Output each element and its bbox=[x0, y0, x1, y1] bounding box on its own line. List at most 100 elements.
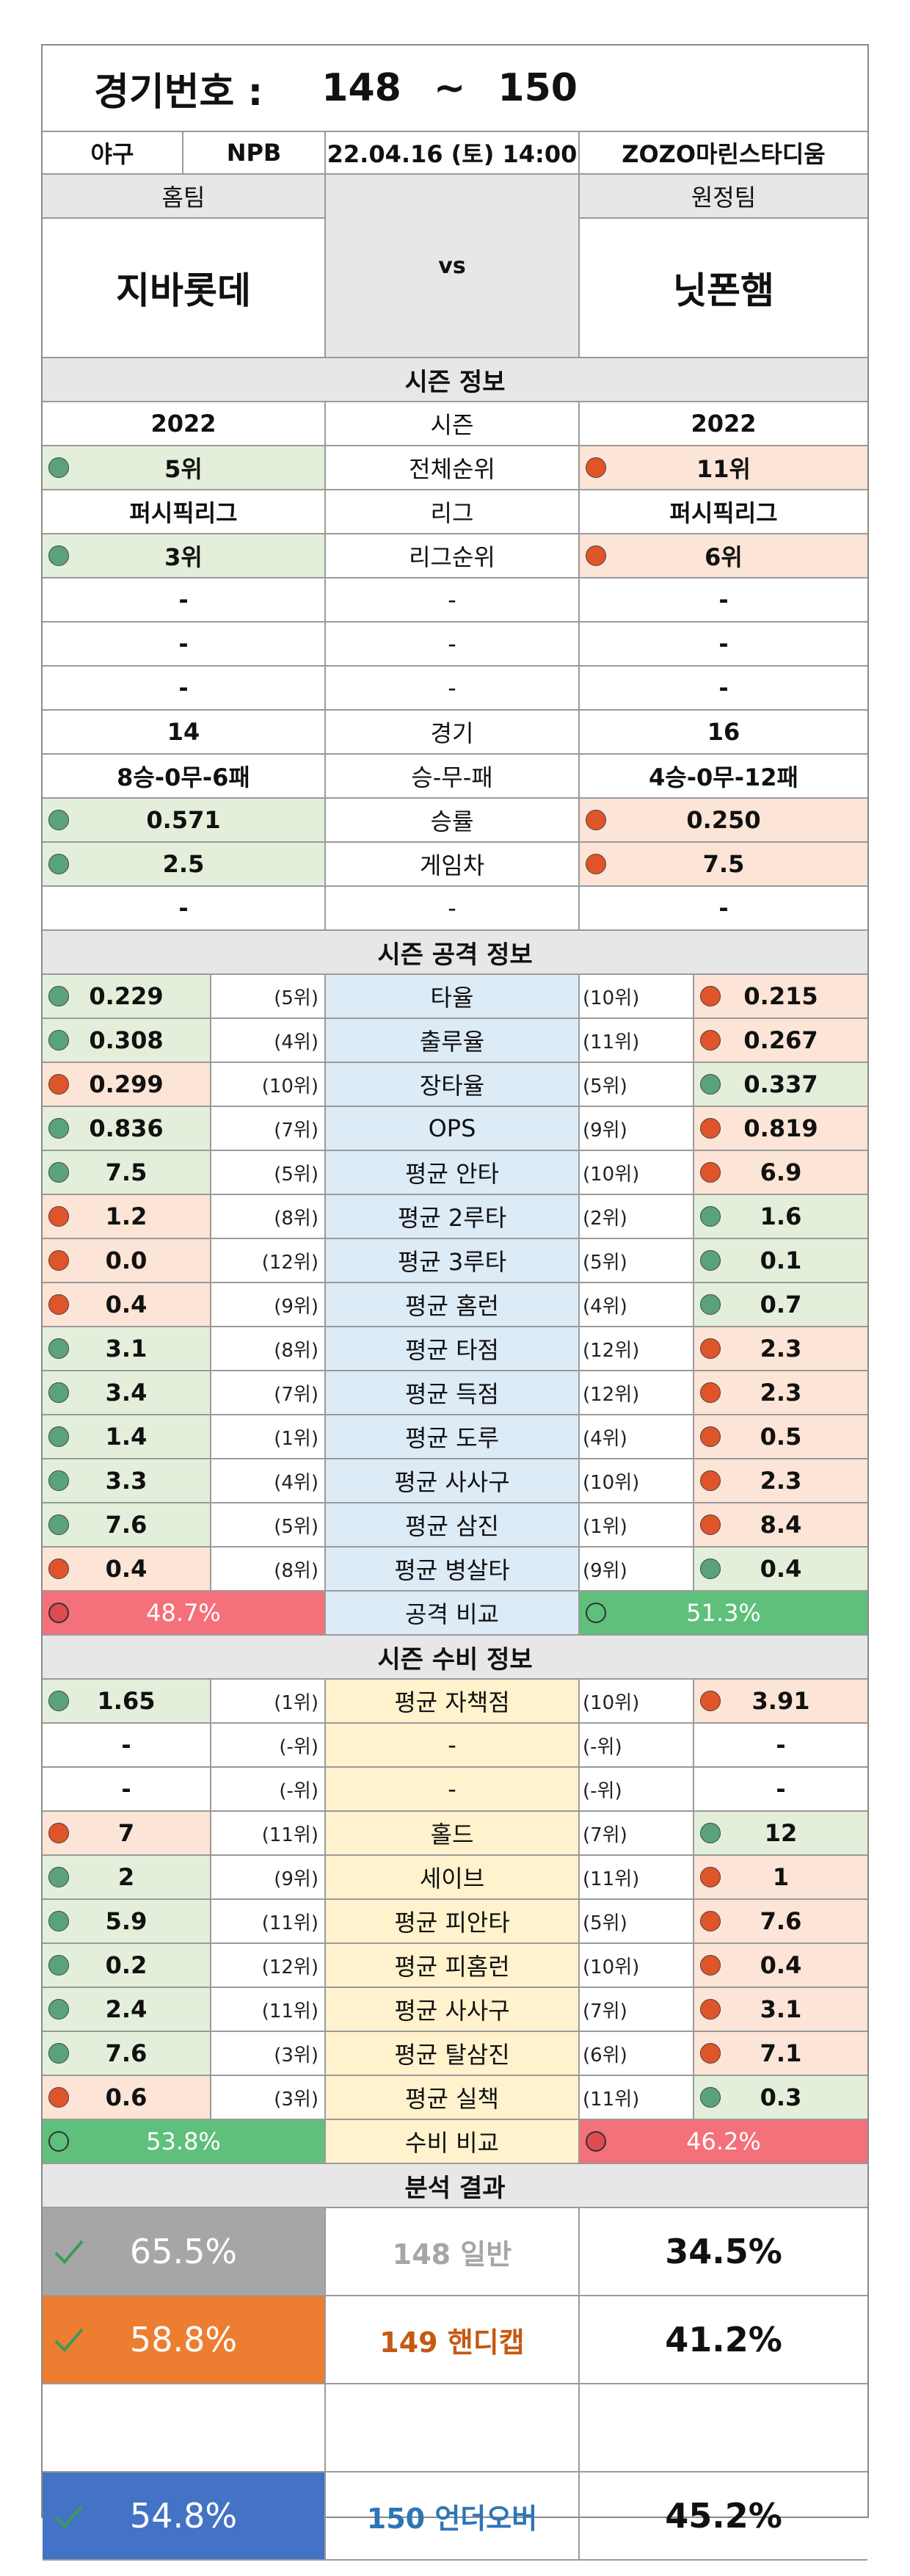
season-info-row: --- bbox=[43, 667, 867, 711]
defense-home-rank: (3위) bbox=[211, 2076, 326, 2120]
season-home-value: 14 bbox=[43, 711, 326, 755]
away-team-name: 닛폰햄 bbox=[580, 219, 867, 358]
attack-home-rank: (8위) bbox=[211, 1195, 326, 1239]
status-dot-icon bbox=[700, 1074, 721, 1095]
analysis-row: 65.5% 148 일반 34.5% bbox=[43, 2208, 867, 2296]
attack-away-rank: (2위) bbox=[580, 1195, 694, 1239]
analysis-row: 54.8% 150 언더오버 45.2% bbox=[43, 2472, 867, 2561]
defense-stat-row: 5.9 (11위) 평균 피안타 (5위) 7.6 bbox=[43, 1900, 867, 1944]
attack-home-value: 3.3 bbox=[43, 1459, 211, 1503]
status-dot-icon bbox=[48, 1955, 69, 1975]
defense-stat-label: 홀드 bbox=[326, 1812, 580, 1856]
compare-dot-icon bbox=[586, 2131, 606, 2152]
check-icon bbox=[54, 2504, 84, 2528]
attack-stat-row: 3.1 (8위) 평균 타점 (12위) 2.3 bbox=[43, 1327, 867, 1371]
season-away-value: 6위 bbox=[580, 534, 867, 578]
status-dot-icon bbox=[700, 1955, 721, 1975]
season-stat-label: - bbox=[326, 667, 580, 711]
away-label-text: 원정팀 bbox=[691, 184, 757, 211]
status-dot-icon bbox=[700, 1030, 721, 1051]
defense-stat-label: 평균 피홈런 bbox=[326, 1944, 580, 1988]
defense-home-rank: (3위) bbox=[211, 2032, 326, 2076]
attack-home-value: 0.0 bbox=[43, 1239, 211, 1283]
status-dot-icon bbox=[586, 854, 606, 874]
league-cell: NPB bbox=[183, 132, 326, 175]
attack-stat-row: 0.0 (12위) 평균 3루타 (5위) 0.1 bbox=[43, 1239, 867, 1283]
defense-away-rank: (6위) bbox=[580, 2032, 694, 2076]
season-info-row: --- bbox=[43, 578, 867, 623]
home-team-name: 지바롯데 bbox=[43, 219, 326, 358]
season-home-value: - bbox=[43, 667, 326, 711]
season-info-row: 퍼시픽리그 리그 퍼시픽리그 bbox=[43, 490, 867, 534]
defense-stat-row: 0.6 (3위) 평균 실책 (11위) 0.3 bbox=[43, 2076, 867, 2120]
home-label: 홈팀 bbox=[43, 175, 326, 219]
attack-stat-label: 타율 bbox=[326, 975, 580, 1019]
analysis-away-pct: 34.5% bbox=[580, 2208, 867, 2296]
status-dot-icon bbox=[48, 986, 69, 1006]
attack-compare-label: 공격 비교 bbox=[326, 1592, 580, 1636]
attack-home-value: 0.4 bbox=[43, 1548, 211, 1592]
defense-home-rank: (1위) bbox=[211, 1680, 326, 1724]
defense-info-title-row: 시즌 수비 정보 bbox=[43, 1636, 867, 1680]
status-dot-icon bbox=[700, 1823, 721, 1843]
season-info-row: --- bbox=[43, 623, 867, 667]
away-label-bg: 원정팀 bbox=[580, 175, 867, 219]
defense-stat-label: 평균 자책점 bbox=[326, 1680, 580, 1724]
status-dot-icon bbox=[48, 1514, 69, 1535]
defense-stat-label: 세이브 bbox=[326, 1856, 580, 1900]
defense-away-rank: (10위) bbox=[580, 1680, 694, 1724]
defense-home-rank: (9위) bbox=[211, 1856, 326, 1900]
attack-stat-row: 0.229 (5위) 타율 (10위) 0.215 bbox=[43, 975, 867, 1019]
attack-away-value: 2.3 bbox=[694, 1371, 867, 1415]
attack-away-rank: (5위) bbox=[580, 1063, 694, 1107]
defense-away-value: 3.1 bbox=[694, 1988, 867, 2032]
analysis-row: 58.8% 149 핸디캡 41.2% bbox=[43, 2296, 867, 2384]
match-analysis-sheet: 경기번호 : 148 ~ 150 야구 NPB 22.04.16 (토) 14:… bbox=[41, 44, 869, 2561]
attack-home-rank: (8위) bbox=[211, 1327, 326, 1371]
season-info-row: --- bbox=[43, 887, 867, 931]
attack-away-rank: (12위) bbox=[580, 1371, 694, 1415]
season-home-value: 8승-0무-6패 bbox=[43, 755, 326, 799]
attack-home-rank: (8위) bbox=[211, 1548, 326, 1592]
attack-home-value: 3.4 bbox=[43, 1371, 211, 1415]
season-away-value: 0.250 bbox=[580, 799, 867, 843]
season-stat-label: - bbox=[326, 887, 580, 931]
defense-home-value: 1.65 bbox=[43, 1680, 211, 1724]
season-home-value: 2.5 bbox=[43, 843, 326, 887]
season-away-value: - bbox=[580, 623, 867, 667]
status-dot-icon bbox=[700, 1470, 721, 1491]
season-away-value: 7.5 bbox=[580, 843, 867, 887]
attack-home-rank: (9위) bbox=[211, 1283, 326, 1327]
attack-away-rank: (10위) bbox=[580, 1459, 694, 1503]
attack-away-value: 0.1 bbox=[694, 1239, 867, 1283]
defense-stat-label: 평균 탈삼진 bbox=[326, 2032, 580, 2076]
season-away-value: 2022 bbox=[580, 402, 867, 446]
defense-stat-row: 0.2 (12위) 평균 피홈런 (10위) 0.4 bbox=[43, 1944, 867, 1988]
defense-away-rank: (7위) bbox=[580, 1988, 694, 2032]
defense-home-rank: (-위) bbox=[211, 1724, 326, 1768]
defense-stat-label: - bbox=[326, 1768, 580, 1812]
attack-stat-label: 평균 삼진 bbox=[326, 1503, 580, 1548]
season-home-value: 퍼시픽리그 bbox=[43, 490, 326, 534]
status-dot-icon bbox=[48, 1382, 69, 1403]
season-stat-label: 승률 bbox=[326, 799, 580, 843]
season-info-title-row: 시즌 정보 bbox=[43, 358, 867, 402]
season-away-value: - bbox=[580, 887, 867, 931]
status-dot-icon bbox=[700, 1118, 721, 1139]
season-home-value: - bbox=[43, 578, 326, 623]
season-home-value: 3위 bbox=[43, 534, 326, 578]
defense-info-title: 시즌 수비 정보 bbox=[43, 1636, 867, 1680]
season-info-row: 3위 리그순위 6위 bbox=[43, 534, 867, 578]
season-info-row: 8승-0무-6패 승-무-패 4승-0무-12패 bbox=[43, 755, 867, 799]
defense-stat-label: 평균 실책 bbox=[326, 2076, 580, 2120]
defense-home-value: 7 bbox=[43, 1812, 211, 1856]
status-dot-icon bbox=[700, 1999, 721, 2020]
season-stat-label: 리그순위 bbox=[326, 534, 580, 578]
defense-home-value: 5.9 bbox=[43, 1900, 211, 1944]
status-dot-icon bbox=[700, 1867, 721, 1887]
attack-away-rank: (9위) bbox=[580, 1548, 694, 1592]
attack-stat-label: 평균 3루타 bbox=[326, 1239, 580, 1283]
attack-home-value: 0.229 bbox=[43, 975, 211, 1019]
status-dot-icon bbox=[48, 2043, 69, 2064]
defense-away-rank: (11위) bbox=[580, 2076, 694, 2120]
